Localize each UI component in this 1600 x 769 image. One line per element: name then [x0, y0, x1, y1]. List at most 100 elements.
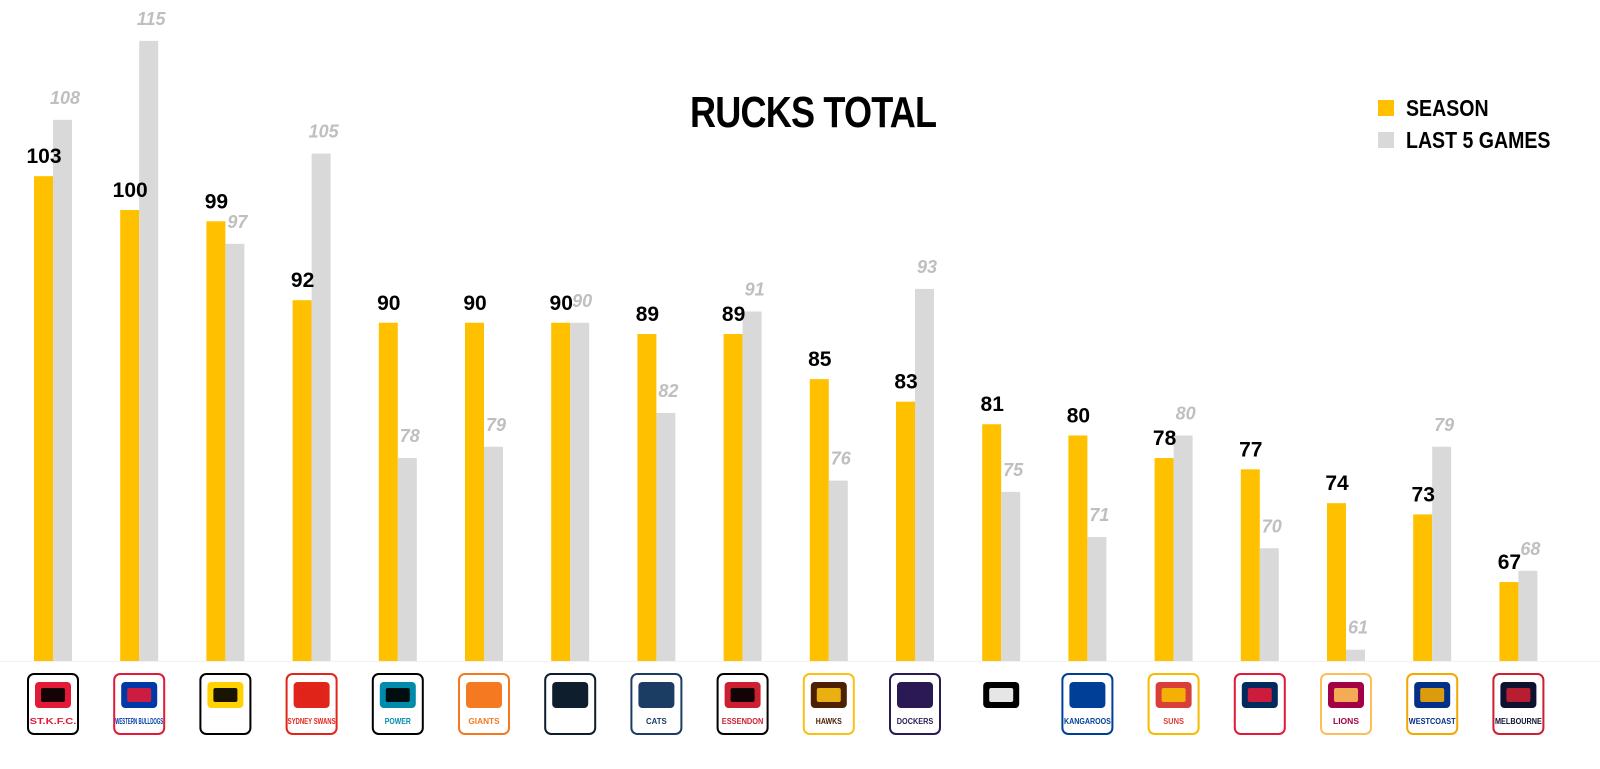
data-label-season: 92 — [291, 269, 314, 292]
bar-group: 103 108 — [26, 88, 80, 662]
bar-season — [465, 322, 484, 661]
logo-emblem-inner — [558, 688, 583, 702]
data-label-season: 99 — [205, 190, 228, 213]
data-label-last5: 91 — [745, 279, 765, 299]
bar-last5 — [311, 153, 331, 661]
data-label-last5: 61 — [1348, 618, 1368, 638]
logo-emblem-inner — [41, 688, 65, 702]
bar-group: 90 90 — [550, 291, 592, 661]
legend-swatch-last5 — [1378, 132, 1394, 148]
logo-text: HAWKS — [816, 717, 843, 726]
logo-text: DOCKERS — [897, 717, 934, 726]
logo-text: WESTCOAST — [1409, 717, 1456, 726]
st-kilda-logo-icon: ST.K.F.C. — [27, 673, 79, 735]
bar-season — [551, 322, 571, 661]
kangaroos-logo-icon: KANGAROOS — [1061, 673, 1114, 735]
bar-season — [1240, 469, 1260, 661]
eagles-logo-icon: WESTCOAST — [1406, 673, 1459, 735]
logo-emblem-inner — [1161, 688, 1186, 702]
logo-emblem-inner — [903, 688, 927, 702]
data-label-season: 90 — [377, 292, 400, 315]
magpies-logo-icon — [975, 673, 1028, 735]
bar-last5 — [915, 288, 934, 661]
bar-season — [1413, 514, 1433, 661]
bar-group: 90 79 — [463, 292, 506, 661]
data-label-last5: 79 — [1434, 415, 1454, 435]
logo-emblem-inner — [213, 688, 238, 702]
data-label-season: 80 — [1067, 405, 1090, 428]
bar-last5 — [484, 446, 503, 661]
bar-season — [637, 334, 657, 661]
essendon-logo-icon: ESSENDON — [716, 673, 769, 735]
logo-text: POWER — [385, 717, 411, 726]
logo-text: WESTERN BULLDOGS — [115, 717, 163, 726]
bar-season — [378, 322, 398, 661]
swans-logo-icon: SYDNEY SWANS — [285, 673, 338, 735]
logo-emblem-inner — [127, 688, 152, 702]
data-label-last5: 79 — [486, 415, 506, 435]
lions-logo-icon: LIONS — [1320, 673, 1372, 735]
bar-group: 81 75 — [981, 393, 1024, 661]
bar-season — [206, 221, 226, 661]
tigers-logo-icon — [199, 673, 252, 735]
logo-emblem-inner — [299, 688, 324, 702]
data-label-last5: 105 — [309, 122, 340, 142]
giants-logo-icon: GIANTS — [458, 673, 510, 735]
logo-emblem-inner — [1334, 688, 1358, 702]
bar-group: 100 115 — [113, 9, 167, 661]
bar-group: 85 76 — [808, 348, 852, 661]
bar-last5 — [1346, 649, 1365, 661]
logo-text: KANGAROOS — [1064, 717, 1111, 726]
logo-text: SYDNEY SWANS — [288, 717, 336, 726]
demons-logo-icon: MELBOURNE — [1492, 673, 1545, 735]
logo-text: MELBOURNE — [1495, 717, 1542, 726]
chart-title: RUCKS TOTAL — [690, 88, 937, 137]
bulldogs-logo-icon: WESTERN BULLDOGS — [113, 673, 166, 735]
bar-last5 — [53, 119, 72, 662]
bar-last5 — [225, 243, 245, 661]
bar-last5 — [139, 40, 159, 661]
bar-season — [809, 379, 829, 661]
bar-last5 — [742, 311, 762, 661]
bar-last5 — [1173, 435, 1193, 661]
data-label-season: 83 — [894, 371, 917, 394]
bar-season — [1068, 435, 1088, 661]
bar-group: 92 105 — [291, 122, 340, 661]
legend-swatch-season — [1378, 100, 1394, 116]
data-label-season: 81 — [981, 393, 1005, 416]
bar-last5 — [1518, 570, 1538, 661]
data-label-season: 74 — [1325, 472, 1349, 495]
logo-emblem-inner — [989, 688, 1014, 702]
bar-last5 — [656, 412, 676, 661]
bar-group: 73 79 — [1412, 415, 1454, 661]
data-label-season: 85 — [808, 348, 832, 371]
logo-text: SUNS — [1163, 717, 1184, 726]
dockers-logo-icon: DOCKERS — [889, 673, 941, 735]
logo-emblem-inner — [816, 688, 841, 702]
bar-season — [34, 176, 53, 662]
bar-season — [1154, 458, 1174, 661]
data-label-last5: 82 — [658, 381, 678, 401]
bar-season — [1327, 503, 1346, 661]
bar-season — [723, 334, 743, 661]
data-label-last5: 78 — [400, 426, 420, 446]
legend: SEASON LAST 5 GAMES — [1378, 92, 1576, 156]
logo-text: LIONS — [1333, 717, 1360, 726]
logo-emblem-inner — [1506, 688, 1531, 702]
bar-last5 — [397, 458, 417, 661]
logo-text: CATS — [646, 717, 667, 726]
data-label-season: 77 — [1239, 438, 1262, 461]
logo-emblem-inner — [730, 688, 755, 702]
crows-logo-icon — [1233, 673, 1286, 735]
bar-last5 — [570, 322, 590, 661]
data-label-last5: 70 — [1262, 516, 1282, 536]
bar-group: 77 70 — [1239, 438, 1282, 661]
legend-label-last5: LAST 5 GAMES — [1406, 126, 1551, 153]
bar-last5 — [1087, 536, 1107, 661]
data-label-season: 90 — [463, 292, 486, 315]
